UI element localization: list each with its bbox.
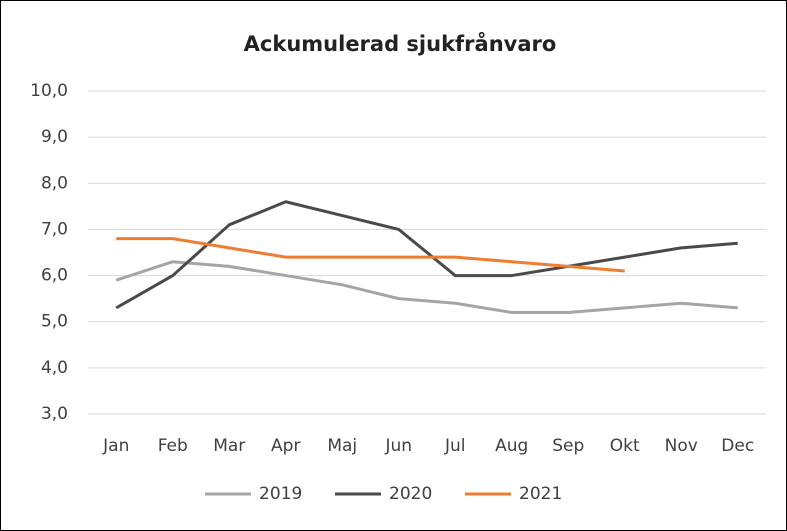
line-series xyxy=(115,200,738,310)
x-tick-label: Jun xyxy=(384,436,412,456)
y-tick-label: 3,0 xyxy=(41,404,68,424)
x-tick-label: Mar xyxy=(213,436,245,456)
y-tick-label: 8,0 xyxy=(41,173,68,193)
line-series xyxy=(115,260,738,314)
x-tick-label: Okt xyxy=(610,436,640,456)
x-tick-label: Maj xyxy=(327,436,357,456)
x-tick-label: Feb xyxy=(158,436,188,456)
x-tick-label: Nov xyxy=(665,436,698,456)
line-series xyxy=(116,237,625,273)
y-tick-label: 9,0 xyxy=(41,127,68,147)
x-tick-label: Jan xyxy=(102,436,129,456)
x-tick-label: Aug xyxy=(495,436,528,456)
y-tick-label: 10,0 xyxy=(30,81,68,101)
x-tick-label: Sep xyxy=(552,436,584,456)
y-tick-label: 5,0 xyxy=(41,312,68,332)
y-tick-label: 7,0 xyxy=(41,219,68,239)
x-tick-label: Apr xyxy=(271,436,300,456)
legend-label: 2019 xyxy=(259,484,302,504)
y-tick-label: 6,0 xyxy=(41,266,68,286)
chart-title: Ackumulerad sjukfrånvaro xyxy=(244,31,557,56)
x-tick-label: Jul xyxy=(444,436,466,456)
y-tick-label: 4,0 xyxy=(41,358,68,378)
legend-label: 2020 xyxy=(389,484,432,504)
x-tick-label: Dec xyxy=(721,436,754,456)
legend-label: 2021 xyxy=(519,484,562,504)
